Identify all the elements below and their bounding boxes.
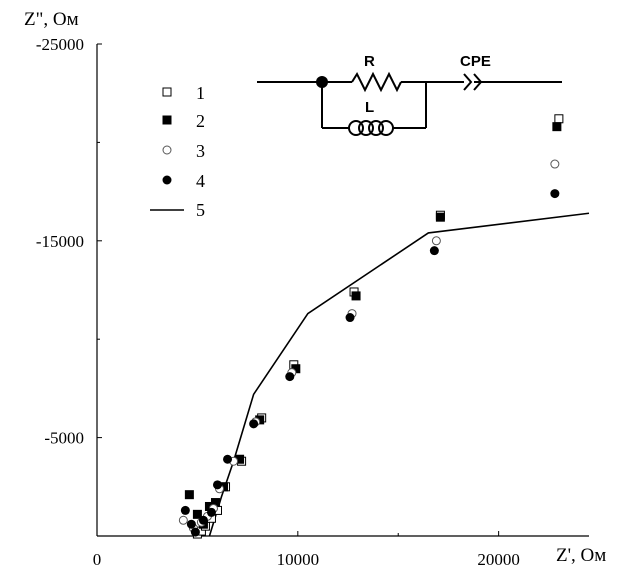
series-2-point [235, 454, 245, 464]
circuit-label-r: R [364, 53, 375, 70]
series-4-point [285, 372, 295, 382]
x-tick-label: 20000 [477, 550, 520, 569]
series-4-point [550, 189, 560, 199]
y-tick-label: -15000 [36, 232, 84, 251]
series-4-point [249, 419, 259, 429]
y-axis-title: Z", Ом [24, 9, 79, 30]
data-points [178, 114, 564, 539]
series-4-point [198, 515, 208, 525]
cpe-symbol-left [463, 73, 473, 91]
y-tick-label: -5000 [44, 429, 84, 448]
series-4-point [180, 505, 190, 515]
series-4-point [429, 246, 439, 256]
series-2 [184, 122, 562, 529]
legend-label: 4 [196, 171, 205, 191]
y-ticks: -5000 -15000 -25000 [36, 35, 102, 448]
series-1-point [554, 114, 564, 124]
series-4-point [190, 527, 200, 537]
legend-marker [162, 175, 172, 185]
series-3-point [431, 236, 441, 246]
legend-label: 1 [196, 83, 205, 103]
legend-marker [162, 87, 172, 97]
fit-curve-series-5 [208, 212, 590, 537]
series-4-point [186, 519, 196, 529]
series-2-point [435, 212, 445, 222]
series-4-point [345, 313, 355, 323]
x-axis-title: Z', Ом [556, 545, 606, 566]
equivalent-circuit-inset [257, 71, 562, 136]
resistor-symbol [351, 71, 402, 93]
circuit-label-cpe: CPE [460, 53, 491, 70]
series-2-point [192, 509, 202, 519]
legend-marker [162, 115, 172, 125]
legend-marker [162, 145, 172, 155]
series-4-point [212, 480, 222, 490]
series-2-point [184, 490, 194, 500]
y-tick-label: -25000 [36, 35, 84, 54]
x-ticks: 0 10000 20000 [93, 531, 520, 569]
series-5-line [208, 212, 590, 537]
series-2-point [351, 291, 361, 301]
legend-label: 3 [196, 141, 205, 161]
series-2-point [210, 498, 220, 508]
series-3-point [178, 515, 188, 525]
x-tick-label: 10000 [277, 550, 320, 569]
series-1 [192, 114, 564, 539]
series-4-point [223, 454, 233, 464]
series-2-point [552, 122, 562, 132]
series-3-point [550, 159, 560, 169]
series-4-point [206, 507, 216, 517]
series-2-point [291, 364, 301, 374]
legend-label: 5 [196, 200, 205, 220]
axes [96, 44, 589, 537]
series-3 [178, 159, 560, 533]
circuit-label-l: L [365, 99, 374, 116]
legend: 1 2 3 4 5 [150, 83, 205, 220]
series-4 [180, 189, 560, 537]
x-tick-label: 0 [93, 550, 102, 569]
legend-label: 2 [196, 111, 205, 131]
inductor-symbol [348, 120, 394, 136]
